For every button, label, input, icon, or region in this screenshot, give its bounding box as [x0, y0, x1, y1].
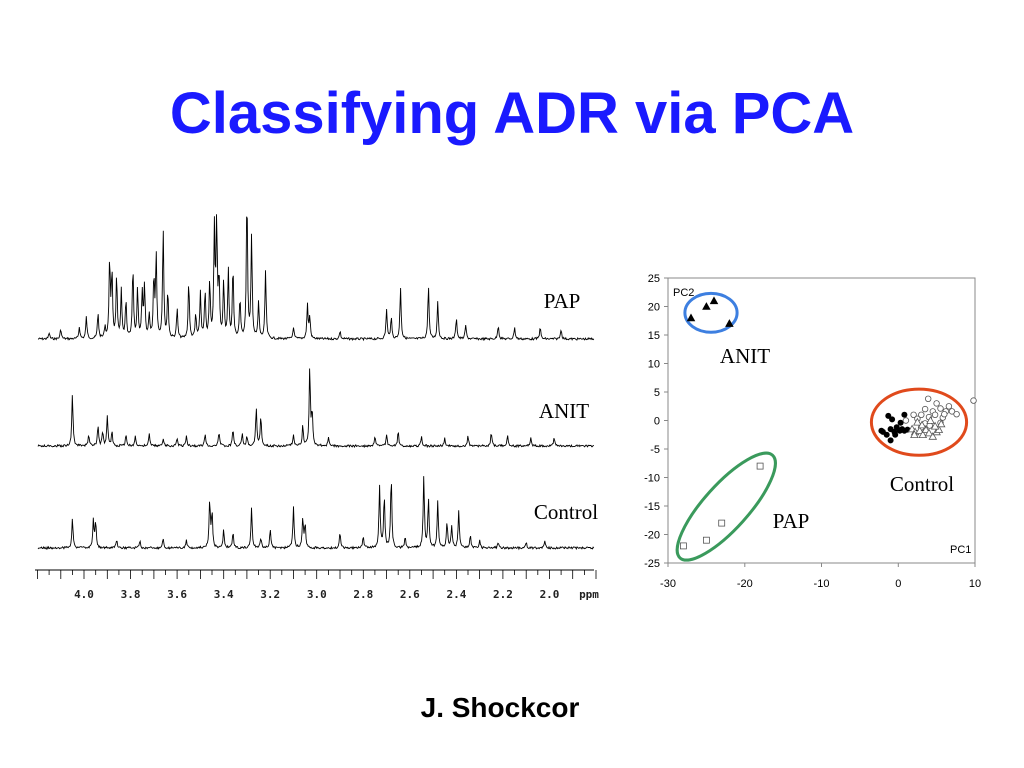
pca-ytick-label: -15 [644, 501, 660, 513]
pca-score-plot: PC2 PC1 25 20 15 10 5 0 -5 -10 -15 -20 -25-30 -20 -1… [644, 273, 981, 590]
pca-point-control [885, 412, 892, 419]
pca-point-control [897, 419, 904, 426]
pca-point-control [892, 431, 899, 438]
pca-point-anit [725, 319, 734, 327]
pca-point-control [928, 432, 938, 440]
nmr-spectra-chart: PAP ANIT Control 4.0 3.8 3.6 3.4 3.2 3.0 2.8 2.6 2… [35, 214, 599, 601]
pca-point-control [902, 417, 910, 424]
pca-point-control [926, 416, 935, 424]
pca-point-control [918, 411, 925, 418]
pca-point-pap [756, 462, 764, 470]
pca-point-control [889, 416, 896, 423]
pca-ytick-label: -5 [650, 444, 660, 456]
ppm-tick-label: 3.4 [214, 588, 234, 601]
pca-label-anit: ANIT [720, 344, 770, 368]
pca-ytick-label: 20 [648, 302, 660, 314]
ppm-axis: 4.0 3.8 3.6 3.4 3.2 3.0 2.8 2.6 2.4 2.2 2.0 ppm [35, 569, 599, 601]
pca-points [680, 296, 977, 550]
ppm-tick-label: 2.8 [353, 588, 373, 601]
ppm-tick-label: 2.6 [400, 588, 420, 601]
pca-point-control [901, 411, 908, 418]
ppm-tick-label: 3.8 [121, 588, 141, 601]
ellipse-control [869, 387, 969, 457]
spectrum-label-pap: PAP [544, 289, 581, 313]
pca-point-anit [702, 302, 711, 310]
pca-point-pap [703, 536, 710, 544]
pca-point-pap [718, 519, 726, 527]
pca-point-control [917, 420, 927, 429]
ppm-tick-label: 2.2 [493, 588, 513, 601]
pca-point-control [878, 427, 885, 434]
pca-ytick-label: 25 [648, 273, 660, 285]
pca-point-anit [709, 296, 719, 305]
spectrum-label-control: Control [534, 500, 598, 524]
ellipse-anit [683, 291, 739, 334]
pca-group-ellipses [675, 291, 969, 562]
pca-label-control: Control [890, 472, 954, 496]
pca-point-control [931, 411, 939, 418]
pca-point-control [945, 403, 953, 410]
pca-point-control [921, 405, 929, 413]
pca-label-pap: PAP [773, 509, 810, 533]
pca-ylabel: PC2 [673, 287, 694, 299]
spectrum-trace-control [37, 476, 595, 551]
ppm-tick-label: 4.0 [74, 588, 94, 601]
pca-point-control [936, 419, 946, 428]
spectrum-trace-pap [37, 214, 595, 342]
pca-xtick-label: 0 [895, 578, 901, 590]
pca-point-control [970, 397, 977, 404]
pca-point-control [913, 417, 922, 426]
ppm-tick-label: 2.0 [540, 588, 560, 601]
pca-point-control [910, 430, 919, 439]
ppm-tick-label: 3.6 [167, 588, 187, 601]
pca-point-control [933, 400, 940, 407]
pca-ytick-label: 5 [654, 387, 660, 399]
pca-xlabel: PC1 [950, 544, 971, 556]
pca-xtick-label: -30 [660, 578, 676, 590]
spectra-traces [37, 214, 595, 551]
spectra-series-labels: PAP ANIT Control [534, 289, 598, 524]
pca-point-control [930, 421, 940, 430]
pca-ytick-label: -10 [644, 473, 660, 485]
spectrum-trace-anit [37, 368, 594, 449]
pca-xtick-label: -20 [737, 578, 753, 590]
ppm-unit-label: ppm [579, 588, 599, 601]
pca-ytick-label: 15 [648, 330, 660, 342]
pca-point-control [953, 411, 960, 418]
pca-point-control [948, 408, 956, 415]
pca-point-control [941, 411, 948, 418]
pca-point-control [921, 425, 931, 433]
pca-point-control [937, 405, 944, 412]
pca-point-control [910, 411, 917, 418]
pca-ytick-label: 10 [648, 359, 660, 371]
pca-point-anit [686, 313, 696, 322]
pca-point-control [915, 426, 924, 435]
slide-title: Classifying ADR via PCA [169, 81, 855, 146]
pca-point-control [924, 428, 934, 437]
pca-ytick-label: -20 [644, 530, 660, 542]
pca-point-pap [680, 542, 687, 550]
pca-xtick-label: -10 [814, 578, 830, 590]
pca-point-control [887, 437, 894, 444]
spectrum-label-anit: ANIT [539, 399, 589, 423]
pca-xtick-label: 10 [969, 578, 981, 590]
ppm-tick-label: 3.2 [260, 588, 280, 601]
pca-axis-ticks: 25 20 15 10 5 0 -5 -10 -15 -20 -25-30 -20 -10 0 10 [644, 273, 981, 590]
ellipse-pap [675, 451, 777, 562]
pca-ytick-label: -25 [644, 558, 660, 570]
ppm-tick-label: 3.0 [307, 588, 327, 601]
pca-point-control [925, 395, 932, 402]
pca-point-control [883, 431, 890, 438]
pca-group-labels: ANIT PAP Control [720, 344, 954, 533]
ppm-tick-label: 2.4 [446, 588, 466, 601]
slide-author: J. Shockcor [420, 692, 580, 723]
pca-point-control [918, 430, 928, 439]
pca-ytick-label: 0 [654, 416, 660, 428]
